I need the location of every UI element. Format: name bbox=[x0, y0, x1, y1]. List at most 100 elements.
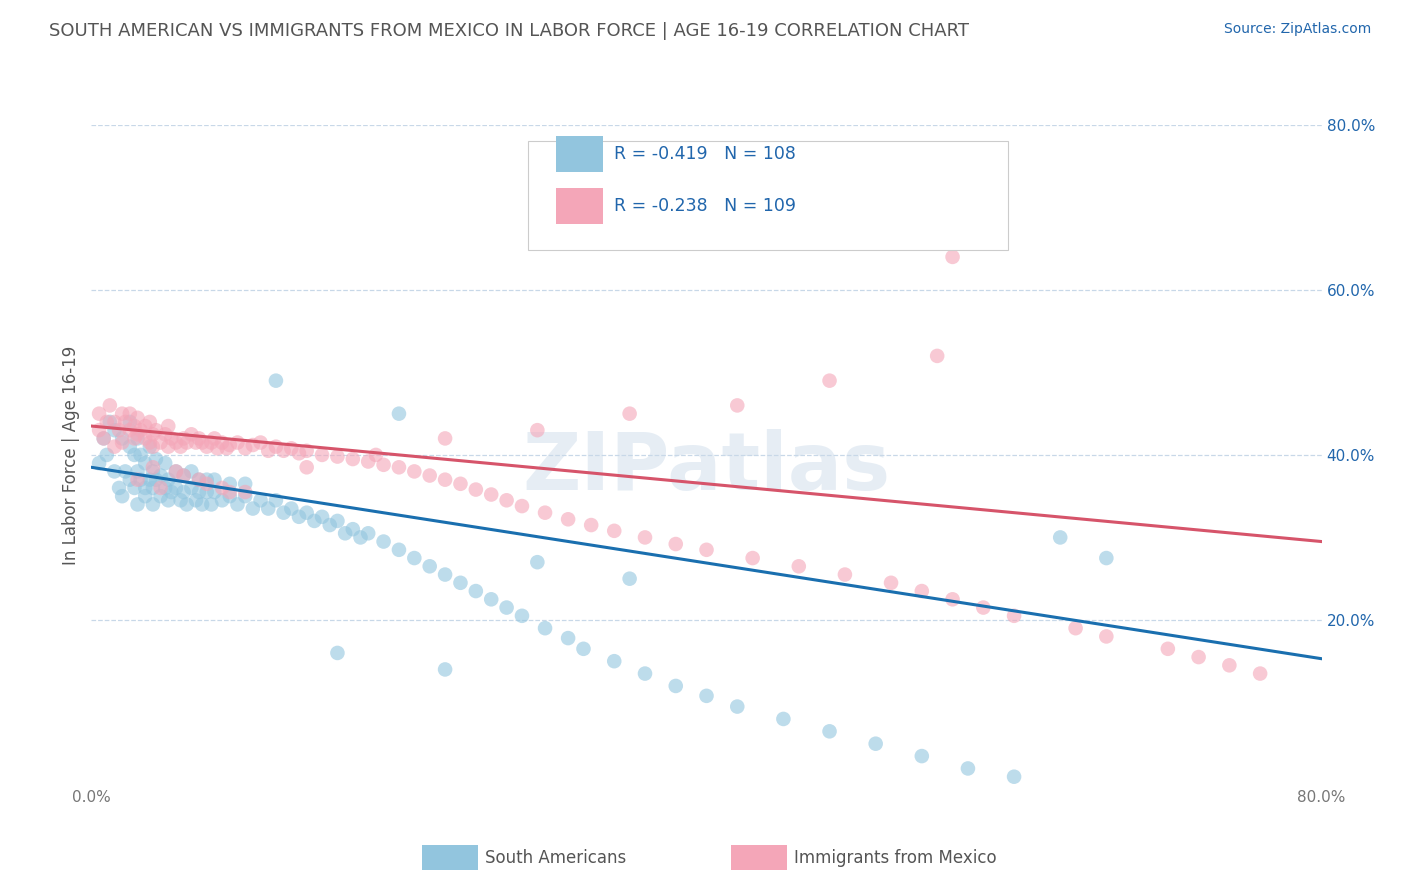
FancyBboxPatch shape bbox=[529, 142, 1008, 251]
Point bbox=[142, 460, 165, 475]
Point bbox=[118, 407, 141, 421]
Point bbox=[364, 448, 387, 462]
Point bbox=[495, 600, 517, 615]
Point bbox=[142, 440, 165, 454]
Point bbox=[124, 419, 146, 434]
Point bbox=[526, 423, 548, 437]
Point bbox=[124, 432, 146, 446]
Point bbox=[149, 481, 172, 495]
Point bbox=[173, 468, 195, 483]
Point bbox=[180, 464, 202, 478]
Point bbox=[603, 654, 626, 668]
Point bbox=[665, 537, 688, 551]
Point bbox=[118, 440, 141, 454]
Point bbox=[226, 435, 249, 450]
Point bbox=[242, 501, 264, 516]
FancyBboxPatch shape bbox=[557, 136, 603, 172]
Point bbox=[1095, 551, 1118, 566]
Point bbox=[157, 473, 180, 487]
Point bbox=[139, 440, 162, 454]
Point bbox=[557, 512, 579, 526]
Point bbox=[311, 448, 333, 462]
Point bbox=[280, 442, 302, 456]
Point bbox=[373, 534, 395, 549]
Point bbox=[111, 489, 134, 503]
Point bbox=[184, 493, 207, 508]
Point bbox=[357, 526, 380, 541]
Point bbox=[634, 530, 657, 544]
Point bbox=[1157, 641, 1180, 656]
Point bbox=[741, 551, 763, 566]
Point bbox=[834, 567, 856, 582]
Point bbox=[725, 398, 748, 412]
Point bbox=[264, 493, 287, 508]
Point bbox=[349, 530, 371, 544]
Point bbox=[93, 432, 115, 446]
Point bbox=[434, 473, 457, 487]
Point bbox=[464, 483, 486, 497]
Point bbox=[165, 464, 187, 478]
Point bbox=[165, 435, 187, 450]
Text: SOUTH AMERICAN VS IMMIGRANTS FROM MEXICO IN LABOR FORCE | AGE 16-19 CORRELATION : SOUTH AMERICAN VS IMMIGRANTS FROM MEXICO… bbox=[49, 22, 969, 40]
Point bbox=[195, 473, 218, 487]
Point bbox=[464, 584, 486, 599]
Point bbox=[311, 509, 333, 524]
Point bbox=[434, 567, 457, 582]
Point bbox=[142, 464, 165, 478]
Point bbox=[319, 518, 342, 533]
Point bbox=[619, 572, 641, 586]
Point bbox=[404, 464, 426, 478]
Point bbox=[342, 522, 364, 536]
Point bbox=[218, 485, 240, 500]
Point bbox=[188, 485, 211, 500]
Point bbox=[149, 489, 172, 503]
Point bbox=[557, 631, 579, 645]
Point bbox=[404, 551, 426, 566]
Point bbox=[1002, 608, 1025, 623]
Point bbox=[188, 432, 211, 446]
Point bbox=[665, 679, 688, 693]
Point bbox=[191, 435, 214, 450]
Point bbox=[634, 666, 657, 681]
Point bbox=[326, 646, 349, 660]
Point bbox=[333, 526, 356, 541]
Point bbox=[1049, 530, 1071, 544]
Point bbox=[195, 476, 218, 491]
Point bbox=[818, 724, 841, 739]
Point bbox=[114, 464, 136, 478]
Point bbox=[157, 419, 180, 434]
Point bbox=[103, 464, 125, 478]
Point bbox=[449, 476, 471, 491]
Point bbox=[103, 440, 125, 454]
Point bbox=[157, 440, 180, 454]
Point bbox=[218, 438, 240, 452]
Point bbox=[149, 468, 172, 483]
Point bbox=[326, 450, 349, 464]
Point bbox=[145, 452, 167, 467]
Point bbox=[233, 476, 256, 491]
Point bbox=[342, 452, 364, 467]
Text: South Americans: South Americans bbox=[485, 849, 626, 867]
Point bbox=[304, 514, 326, 528]
Point bbox=[288, 509, 311, 524]
Point bbox=[127, 473, 149, 487]
Point bbox=[865, 737, 887, 751]
Point bbox=[249, 493, 271, 508]
Point bbox=[173, 485, 195, 500]
Point bbox=[603, 524, 626, 538]
Point bbox=[534, 621, 557, 635]
Point bbox=[98, 415, 121, 429]
Point bbox=[129, 423, 152, 437]
Point bbox=[139, 473, 162, 487]
Point bbox=[579, 518, 602, 533]
Point bbox=[1064, 621, 1087, 635]
Point bbox=[619, 407, 641, 421]
Point bbox=[103, 423, 125, 437]
Point bbox=[434, 662, 457, 676]
Point bbox=[1002, 770, 1025, 784]
Point bbox=[911, 749, 934, 764]
Point bbox=[388, 407, 411, 421]
Point bbox=[142, 497, 165, 511]
Point bbox=[111, 435, 134, 450]
Point bbox=[1218, 658, 1240, 673]
